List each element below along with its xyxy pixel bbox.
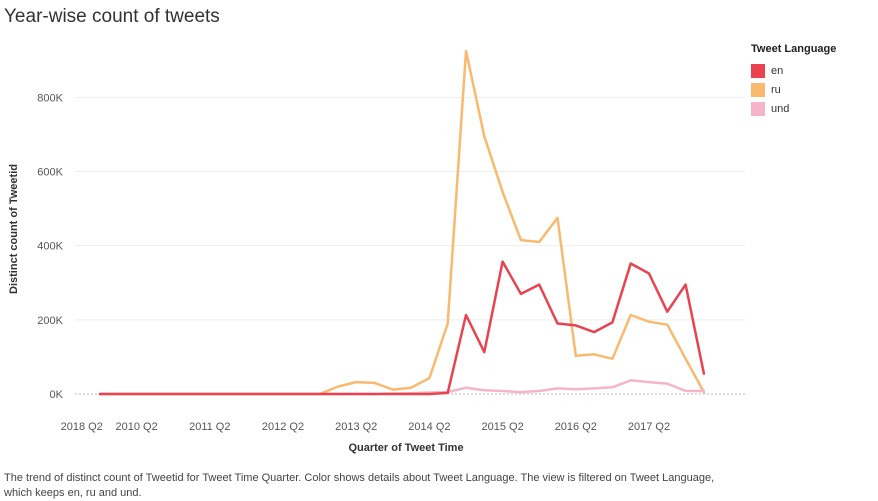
legend-item-ru[interactable]: ru	[751, 80, 836, 99]
x-tick-label: 2017 Q2	[628, 421, 670, 433]
legend-label-ru: ru	[771, 83, 781, 96]
series-line-und[interactable]	[98, 379, 706, 396]
legend-label-en: en	[771, 64, 784, 77]
legend-item-und[interactable]: und	[751, 99, 836, 118]
series-line-en[interactable]	[98, 260, 706, 396]
y-tick-label: 200K	[37, 315, 63, 327]
x-tick-label: 2014 Q2	[408, 421, 450, 433]
x-axis-label: Quarter of Tweet Time	[348, 442, 463, 454]
x-axis-ticks: 2010 Q2 2011 Q2 2012 Q2 2013 Q2 2014 Q2 2015 …	[61, 421, 671, 433]
x-tick-label: 2011 Q2	[189, 421, 230, 433]
legend-label-und: und	[771, 102, 790, 115]
y-axis-label: Distinct count of Tweetid	[8, 164, 20, 294]
x-tick-label: 2012 Q2	[262, 421, 304, 433]
legend-item-en[interactable]: en	[751, 61, 836, 80]
x-tick-label: 2016 Q2	[555, 421, 597, 433]
x-tick-label: 2018 Q2	[61, 421, 103, 433]
x-tick-label: 2013 Q2	[335, 421, 377, 433]
chart-caption: The trend of distinct count of Tweetid f…	[4, 472, 715, 499]
y-tick-label: 400K	[37, 241, 63, 253]
legend-swatch-ru	[751, 82, 765, 97]
legend-title: Tweet Language	[751, 43, 837, 55]
legend: Tweet Language en ru und	[751, 43, 836, 118]
y-tick-label: 600K	[37, 167, 63, 179]
series-lines	[98, 49, 706, 396]
x-tick-label: 2010 Q2	[115, 421, 157, 433]
y-tick-label: 800K	[37, 92, 63, 104]
chart-title: Year-wise count of tweets	[4, 6, 220, 27]
series-line-ru[interactable]	[98, 49, 706, 396]
y-axis-ticks: 0K 200K 400K 600K 800K	[37, 92, 63, 401]
y-tick-label: 0K	[50, 389, 64, 401]
grid-lines	[75, 96, 745, 395]
legend-swatch-en	[751, 63, 765, 78]
x-tick-label: 2015 Q2	[481, 421, 523, 433]
legend-swatch-und	[751, 101, 765, 116]
